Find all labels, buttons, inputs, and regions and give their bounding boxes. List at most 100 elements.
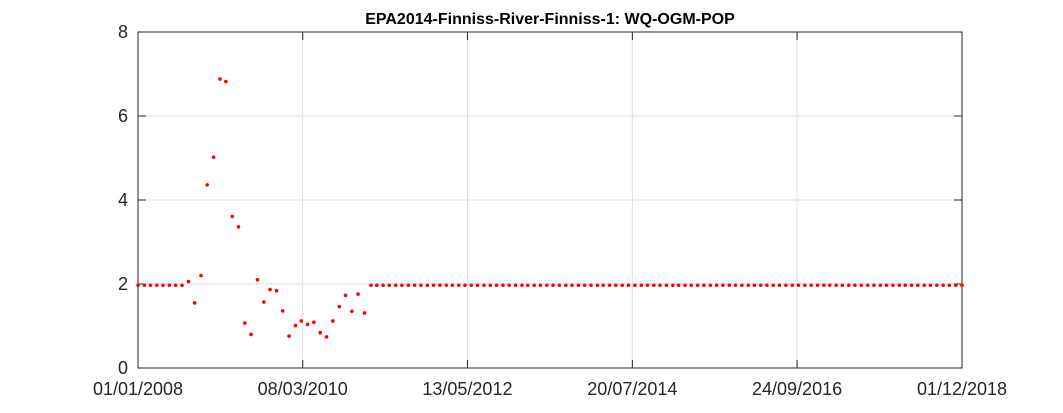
data-point <box>450 283 455 288</box>
data-point <box>865 283 870 288</box>
data-point <box>834 283 838 288</box>
data-point <box>878 283 883 288</box>
data-point <box>746 283 751 288</box>
data-point <box>199 273 203 278</box>
data-point <box>790 283 795 288</box>
data-point <box>652 283 656 288</box>
data-point <box>343 293 348 298</box>
data-point <box>954 283 958 288</box>
data-point <box>406 283 411 288</box>
data-point <box>915 283 920 288</box>
data-point <box>714 283 719 288</box>
data-point <box>425 283 430 288</box>
data-point <box>928 283 933 288</box>
data-points <box>136 77 964 339</box>
data-point <box>520 283 524 288</box>
data-point <box>777 283 782 288</box>
data-point <box>538 283 543 288</box>
data-point <box>243 321 247 325</box>
data-point <box>293 323 298 328</box>
data-point <box>438 283 442 288</box>
data-point <box>400 283 404 288</box>
data-point <box>803 283 807 288</box>
data-point <box>815 283 820 288</box>
data-point <box>173 283 178 288</box>
data-point <box>255 278 260 282</box>
data-point <box>822 283 826 288</box>
data-point <box>419 283 423 288</box>
data-point <box>676 283 681 288</box>
data-point <box>507 283 511 288</box>
data-point <box>312 320 316 325</box>
data-point <box>884 283 889 288</box>
data-point <box>337 304 342 309</box>
data-point <box>463 283 467 288</box>
data-point <box>262 300 266 304</box>
data-point <box>249 332 253 337</box>
data-point <box>299 319 304 323</box>
data-point <box>482 283 486 288</box>
data-point <box>318 330 323 335</box>
data-point <box>387 283 392 288</box>
data-point <box>501 283 505 288</box>
data-point <box>369 283 373 288</box>
data-point <box>582 283 587 288</box>
data-point <box>324 335 329 339</box>
y-tick-label: 8 <box>118 22 128 42</box>
x-tick-label: 01/12/2018 <box>917 379 1007 399</box>
y-tick-label: 0 <box>118 358 128 378</box>
data-point <box>601 283 606 288</box>
data-point <box>532 283 536 288</box>
y-tick-labels: 0 2 4 6 8 <box>118 22 128 378</box>
data-point <box>186 279 191 284</box>
data-point <box>771 283 776 288</box>
data-point <box>393 283 398 288</box>
x-tick-labels: 01/01/2008 08/03/2010 13/05/2012 20/07/2014… <box>93 379 1007 399</box>
data-point <box>695 283 700 288</box>
data-point <box>525 283 530 288</box>
x-tick-label: 08/03/2010 <box>258 379 348 399</box>
data-point <box>689 283 694 288</box>
data-point <box>903 283 907 288</box>
data-point <box>796 283 801 288</box>
data-point <box>733 283 738 288</box>
data-point <box>444 283 449 288</box>
data-point <box>494 283 499 288</box>
data-point <box>960 283 964 288</box>
data-point <box>224 79 228 84</box>
data-point <box>765 283 769 288</box>
data-point <box>909 283 914 288</box>
data-point <box>576 283 581 288</box>
data-point <box>758 283 763 288</box>
y-tick-label: 4 <box>118 190 128 210</box>
data-point <box>513 283 518 288</box>
data-point <box>180 283 184 288</box>
data-point <box>142 283 147 288</box>
data-point <box>683 283 687 288</box>
data-point <box>236 225 241 229</box>
data-point <box>922 283 926 288</box>
x-tick-label: 01/01/2008 <box>93 379 183 399</box>
data-point <box>218 77 222 81</box>
data-point <box>752 283 757 288</box>
data-point <box>664 283 669 288</box>
data-point <box>161 283 165 288</box>
data-point <box>620 283 625 288</box>
data-point <box>551 283 555 288</box>
data-point <box>727 283 732 288</box>
data-point <box>557 283 562 288</box>
data-point <box>331 319 335 323</box>
data-point <box>947 283 952 288</box>
data-point <box>626 283 631 288</box>
data-point <box>934 283 939 288</box>
y-tick-label: 6 <box>118 106 128 126</box>
data-point <box>155 283 159 288</box>
data-point <box>545 283 549 288</box>
data-point <box>702 283 706 288</box>
data-point <box>362 311 367 315</box>
data-point <box>205 183 210 187</box>
data-point <box>809 283 813 288</box>
data-point <box>356 292 360 296</box>
chart-title: EPA2014-Finniss-River-Finniss-1: WQ-OGM-… <box>365 11 735 28</box>
data-point <box>846 283 851 288</box>
